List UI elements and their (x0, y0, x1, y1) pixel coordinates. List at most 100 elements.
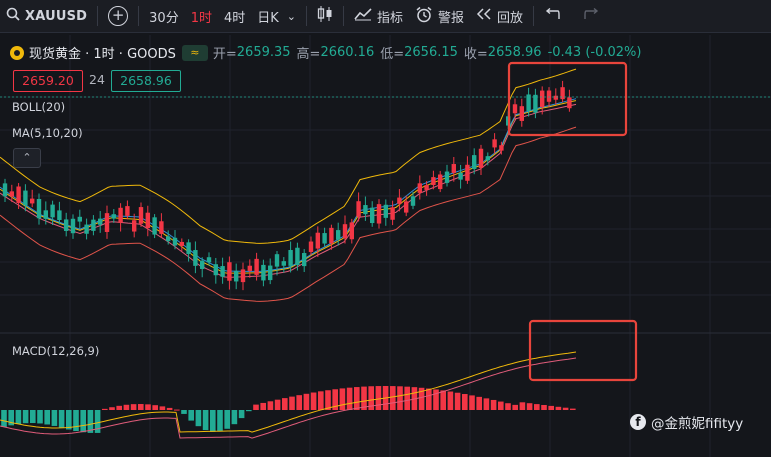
macd-histogram-bar (246, 410, 252, 412)
macd-histogram-bar (87, 410, 94, 433)
candle-body (336, 230, 341, 240)
candle-body (57, 210, 62, 220)
candle-body (145, 212, 150, 229)
macd-histogram-bar (44, 410, 50, 425)
macd-histogram-bar (217, 410, 223, 432)
toolbar-divider (97, 6, 99, 26)
market-status-badge[interactable]: ≈ (181, 44, 208, 61)
macd-histogram-bar (433, 389, 439, 410)
candle-body (9, 191, 14, 197)
ma-indicator-label[interactable]: MA(5,10,20) (12, 126, 83, 140)
alert-label: 警报 (438, 10, 465, 26)
indicators-button[interactable]: 指标 (348, 0, 409, 32)
candle-body (492, 139, 497, 148)
alert-button[interactable]: 警报 (409, 0, 470, 32)
search-icon (6, 7, 20, 25)
interval-1d[interactable]: 日K ⌄ (251, 0, 302, 32)
macd-histogram-bar (145, 404, 151, 410)
candle-body (70, 218, 76, 234)
candle-body (540, 90, 545, 108)
alarm-clock-icon (415, 6, 433, 27)
macd-histogram-bar (490, 399, 497, 410)
candle-body (356, 201, 361, 217)
macd-histogram-bar (454, 392, 461, 410)
macd-histogram-bar (483, 398, 490, 410)
candle-body (261, 264, 266, 281)
boll-indicator-label[interactable]: BOLL(20) (12, 100, 66, 114)
chevron-down-icon[interactable]: ⌄ (286, 9, 297, 23)
candle-body (397, 197, 402, 204)
macd-histogram-bar (123, 404, 130, 410)
change-value: -0.43 (-0.02%) (547, 45, 642, 60)
candle-body (104, 213, 110, 232)
candle-body (526, 94, 531, 111)
interval-label: 30分 (149, 10, 179, 26)
redo-button[interactable] (578, 0, 606, 32)
macd-histogram-bar (462, 394, 468, 410)
collapse-legend-button[interactable]: ⌃ (13, 148, 41, 168)
candle-body (111, 214, 116, 219)
candle-body (546, 90, 552, 102)
interval-label: 日K (257, 10, 279, 26)
candle-body (451, 164, 456, 173)
macd-histogram-bar (303, 393, 310, 410)
candle-body (308, 241, 314, 252)
symbol-name[interactable]: 现货黄金 · 1时 · GOODS (29, 47, 176, 62)
macd-indicator-label[interactable]: MACD(12,26,9) (12, 344, 100, 358)
macd-histogram-bar (73, 410, 79, 432)
candle-body (247, 265, 252, 271)
candle-body (2, 183, 8, 197)
macd-histogram-bar (159, 406, 166, 410)
interval-4h[interactable]: 4时 (218, 0, 251, 32)
macd-histogram-bar (354, 387, 360, 410)
candle-body (152, 217, 157, 235)
indicators-label: 指标 (377, 10, 404, 26)
candle-body (417, 183, 422, 193)
toolbar-divider (138, 6, 140, 26)
candle-body (370, 207, 375, 224)
macd-histogram-bar (267, 401, 274, 410)
macd-histogram-bar (325, 390, 331, 410)
candle-body (64, 219, 69, 231)
candle-body (444, 171, 450, 183)
buy-price-button[interactable]: 2658.96 (111, 70, 181, 92)
boll-upper-line (0, 68, 577, 244)
macd-histogram-bar (130, 404, 137, 410)
gold-coin-icon (10, 45, 24, 60)
candle-body (472, 155, 477, 169)
macd-histogram-bar (476, 396, 482, 410)
compare-add-button[interactable]: + (102, 0, 134, 32)
chart-type-button[interactable] (311, 0, 339, 32)
candle-body (553, 95, 558, 100)
macd-histogram-bar (8, 410, 14, 426)
interval-30m[interactable]: 30分 (143, 0, 185, 32)
undo-button[interactable] (538, 0, 566, 32)
symbol-search[interactable]: XAUUSD (0, 0, 93, 32)
macd-histogram-bar (37, 410, 43, 424)
candle-body (363, 205, 368, 215)
candle-body (288, 250, 293, 266)
add-icon: + (108, 6, 129, 26)
close-value: 2658.96 (487, 45, 542, 60)
top-toolbar: XAUUSD + 30分 1时 4时 日K ⌄ 指标 警报 回放 (0, 0, 771, 33)
candle-body (315, 232, 320, 249)
replay-button[interactable]: 回放 (470, 0, 529, 32)
candle-body (390, 207, 395, 220)
candle-body (50, 204, 55, 218)
toolbar-divider (533, 6, 535, 26)
macd-histogram-bar (260, 402, 266, 410)
macd-histogram-bar (346, 387, 353, 410)
macd-histogram-bar (570, 408, 576, 410)
macd-histogram-bar (152, 405, 158, 410)
candle-body (533, 94, 538, 113)
undo-icon (544, 7, 560, 24)
candle-body (560, 87, 565, 100)
candle-body (567, 97, 572, 109)
candle-body (220, 266, 225, 277)
sell-price-button[interactable]: 2659.20 (13, 70, 83, 92)
redo-icon (584, 7, 600, 24)
interval-1h[interactable]: 1时 (185, 0, 218, 32)
replay-label: 回放 (497, 10, 524, 26)
boll-lower-line (0, 126, 577, 302)
